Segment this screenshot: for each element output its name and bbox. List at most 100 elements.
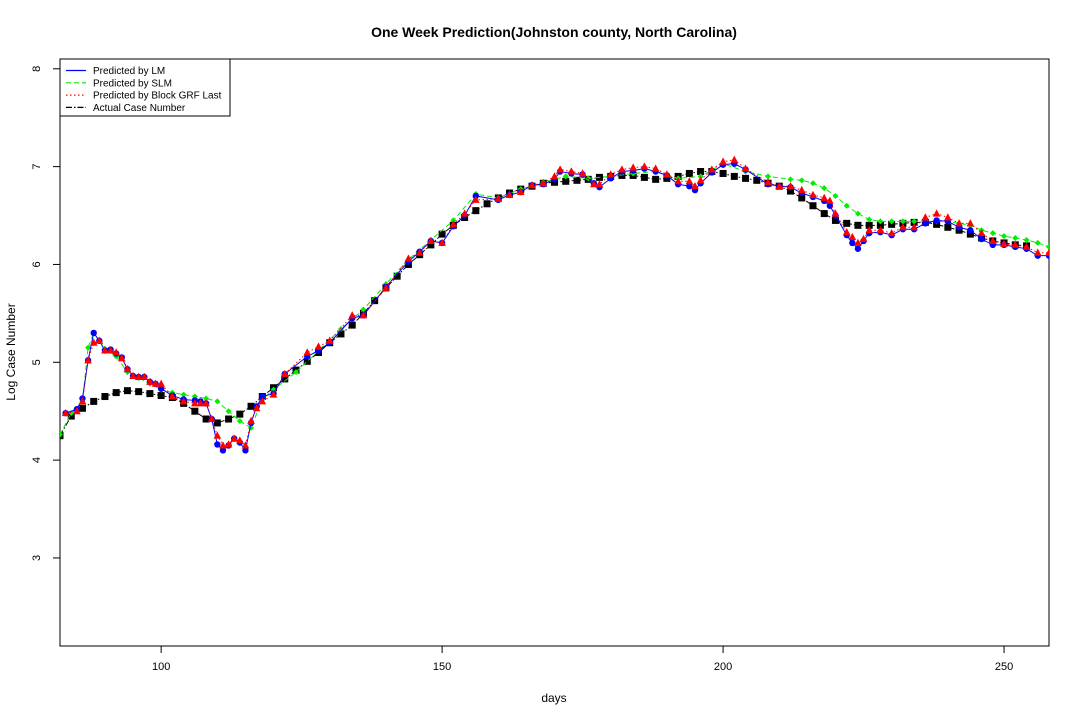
data-point [112,348,120,356]
data-point [151,379,160,387]
data-point [1033,248,1042,256]
data-point [866,216,873,223]
data-point [1022,242,1031,250]
data-point [877,218,884,225]
data-point [89,338,98,346]
data-point [180,391,187,398]
data-point [831,209,840,217]
data-point [876,226,885,234]
data-point [967,227,974,234]
data-point [742,174,750,182]
data-point [472,195,480,203]
data-point [697,168,705,176]
data-point [820,210,828,218]
x-tick-label: 150 [433,661,451,673]
data-point [112,389,120,397]
data-point [978,235,985,243]
data-point [483,200,491,208]
data-point [859,234,868,243]
data-point [281,375,289,383]
data-point [843,202,850,209]
y-tick-label: 5 [31,359,43,365]
data-point [685,177,694,185]
data-point [337,326,344,333]
data-point [899,223,907,231]
data-point [696,176,705,184]
data-point [1011,240,1020,248]
data-point [528,181,536,189]
data-point [691,181,699,190]
data-point [826,196,834,204]
y-tick-label: 4 [31,457,43,463]
data-point [787,176,794,183]
data-point [573,176,581,184]
data-point [382,283,390,291]
data-point [337,330,345,338]
data-point [241,441,250,449]
data-point [1012,235,1019,242]
data-point [854,238,862,246]
data-point [831,216,839,224]
data-point [303,357,311,365]
data-point [168,392,177,400]
data-point [556,165,564,173]
data-point [78,397,87,405]
data-point [865,226,873,234]
data-point [146,377,154,385]
data-point [989,230,996,237]
data-point [203,395,210,402]
data-point [134,372,143,380]
data-point [562,177,570,185]
data-point [843,219,851,227]
data-point [708,165,716,173]
data-point [348,311,357,319]
data-point [219,441,227,449]
data-point [640,173,648,181]
data-point [360,306,367,313]
data-point [118,354,126,362]
data-point [252,404,261,412]
data-point [652,175,660,183]
data-point [236,410,244,418]
data-point [202,399,210,407]
data-point [764,178,772,186]
data-point [685,169,693,177]
data-point [865,221,873,229]
data-point [90,329,97,337]
data-point [765,173,772,180]
data-point [911,218,918,225]
data-point [562,173,569,180]
data-point [90,397,98,405]
data-point [202,415,210,423]
data-point [303,348,312,356]
data-point [854,210,861,217]
data-point [214,398,221,405]
data-point [606,170,615,178]
data-point [258,397,267,405]
y-axis: 3 4 5 6 7 8 [31,66,60,561]
data-point [78,404,86,412]
data-point [157,379,165,387]
data-point [438,230,446,238]
data-point [1023,236,1030,243]
data-point [123,364,132,373]
y-tick-label: 8 [31,66,43,72]
data-point [213,431,222,439]
data-point [73,407,81,415]
data-point [95,336,104,344]
data-point [797,185,806,194]
data-point [674,177,682,185]
data-point [629,163,637,171]
data-point [820,193,829,201]
data-point [314,342,323,350]
data-point [123,387,131,395]
data-point [449,220,458,228]
data-point [787,187,795,195]
data-point [84,356,92,364]
data-point [842,227,851,236]
data-point [651,164,660,172]
data-point [460,209,469,217]
data-point [494,194,503,202]
